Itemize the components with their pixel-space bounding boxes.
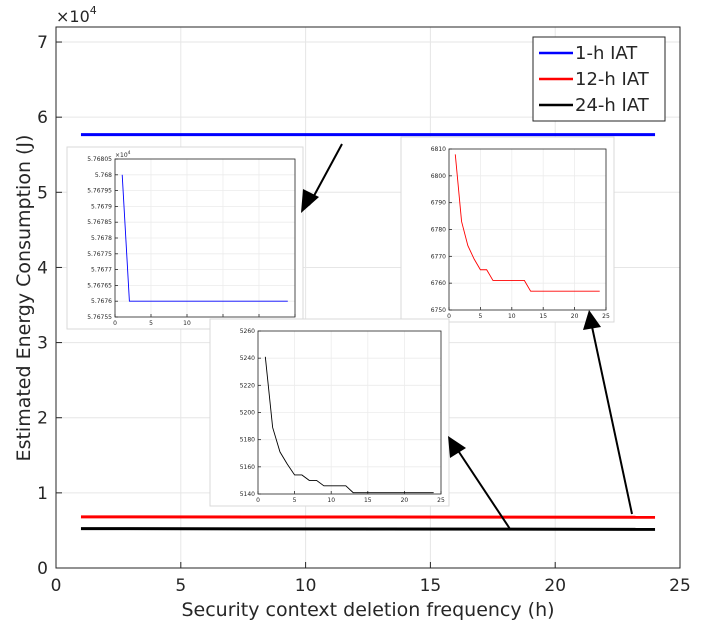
x-axis-label: Security context deletion frequency (h) — [181, 599, 554, 621]
arrow-1h-head — [301, 189, 319, 213]
inset-y-tick-label: 5.76795 — [87, 188, 112, 195]
inset-y-tick-label: 5180 — [240, 437, 255, 444]
inset-exponent-power: 4 — [128, 150, 131, 156]
inset-y-tick-label: 5.76805 — [87, 156, 112, 163]
arrow-24h-head — [448, 436, 466, 458]
y-tick-label: 1 — [37, 484, 48, 504]
inset-series-line — [121, 174, 288, 302]
inset-y-tick-label: 5140 — [240, 491, 255, 498]
inset-y-tick-label: 5.7677 — [91, 267, 112, 274]
inset-exponent-base: ×10 — [115, 152, 128, 159]
y-exponent-label: ×104 — [56, 4, 97, 26]
inset-frame — [257, 330, 442, 495]
inset-y-tick-label: 5.7678 — [91, 235, 112, 242]
legend: 1-h IAT 12-h IAT 24-h IAT — [532, 36, 666, 122]
x-tick-label: 0 — [51, 576, 62, 596]
inset-y-tick-label: 5240 — [240, 355, 255, 362]
series-line-2 — [80, 527, 656, 531]
y-axis-label: Estimated Energy Consumption (J) — [13, 135, 35, 462]
legend-label-24h: 24-h IAT — [575, 95, 650, 116]
inset-x-tick-label: 20 — [571, 313, 579, 320]
x-tick-label: 5 — [175, 576, 186, 596]
y-tick-label: 4 — [37, 258, 48, 278]
inset-1: 0 5 10 15 20 25 6750 6760 6770 6780 6790 6800 6810 — [400, 136, 615, 323]
arrow-12h — [590, 321, 633, 515]
y-tick-label: 7 — [37, 33, 48, 53]
x-tick-label: 25 — [669, 576, 691, 596]
arrow-24h — [454, 445, 511, 530]
inset-frame — [114, 158, 296, 318]
insets: 0 5 10 15 20 25 5.76755 5.7676 5.76765 5.7677 5.76… — [66, 136, 615, 507]
inset-series-line — [454, 154, 600, 292]
y-tick-label: 3 — [37, 334, 48, 354]
main-series — [80, 133, 656, 531]
inset-x-tick-label: 15 — [539, 313, 547, 320]
x-tick-label: 10 — [295, 576, 317, 596]
inset-x-tick-label: 10 — [508, 313, 516, 320]
inset-x-tick-label: 5 — [478, 313, 482, 320]
inset-y-tick-label: 5.76775 — [87, 251, 112, 258]
inset-y-tick-label: 6780 — [431, 227, 446, 234]
inset-y-tick-label: 5220 — [240, 382, 255, 389]
inset-0: 05101520255.767555.76765.767655.76775.76… — [66, 146, 304, 330]
inset-y-tick-label: 6800 — [431, 173, 446, 180]
arrow-12h-head — [583, 310, 601, 330]
inset-y-tick-label: 5.768 — [95, 172, 112, 179]
main-ticks: 0 5 10 15 20 25 0 1 2 3 4 5 6 7 — [37, 33, 691, 596]
inset-y-tick-label: 6750 — [431, 307, 446, 314]
inset-y-tick-label: 5260 — [240, 328, 255, 335]
inset-2: 0 5 10 15 20 25 5140 5160 5180 5200 5220 5240 5260 — [209, 318, 450, 507]
y-tick-label: 0 — [37, 559, 48, 579]
inset-x-tick-label: 15 — [364, 497, 372, 504]
inset-y-tick-label: 5.76785 — [87, 219, 112, 226]
y-tick-label: 5 — [37, 183, 48, 203]
inset-y-tick-label: 6810 — [431, 146, 446, 153]
inset-series-line — [264, 356, 434, 494]
x-tick-label: 15 — [420, 576, 442, 596]
inset-x-tick-label: 10 — [327, 497, 335, 504]
inset-x-tick-label: 25 — [437, 497, 445, 504]
legend-label-1h: 1-h IAT — [575, 43, 638, 64]
inset-x-tick-label: 10 — [183, 320, 191, 327]
y-tick-label: 6 — [37, 108, 48, 128]
inset-y-tick-label: 5.76765 — [87, 282, 112, 289]
inset-x-tick-label: 25 — [602, 313, 610, 320]
y-exponent-base: ×10 — [56, 7, 90, 26]
main-plot-frame — [55, 26, 681, 569]
inset-y-tick-label: 5.7679 — [91, 203, 112, 210]
inset-y-tick-label: 6760 — [431, 280, 446, 287]
y-exponent-power: 4 — [90, 4, 97, 17]
inset-x-tick-label: 20 — [401, 497, 409, 504]
inset-frame — [448, 148, 607, 311]
inset-y-tick-label: 5200 — [240, 410, 255, 417]
inset-y-tick-label: 6790 — [431, 200, 446, 207]
inset-x-tick-label: 5 — [293, 497, 297, 504]
inset-y-tick-label: 5160 — [240, 464, 255, 471]
inset-x-tick-label: 0 — [447, 313, 451, 320]
inset-y-tick-label: 5.7676 — [91, 298, 112, 305]
annotation-arrows — [301, 143, 633, 530]
inset-x-tick-label: 0 — [256, 497, 260, 504]
inset-y-tick-label: 5.76755 — [87, 314, 112, 321]
inset-x-tick-label: 0 — [113, 320, 117, 327]
inset-exponent-label: ×104 — [115, 150, 131, 159]
legend-label-12h: 12-h IAT — [575, 69, 650, 90]
inset-y-tick-label: 6770 — [431, 253, 446, 260]
x-tick-label: 20 — [544, 576, 566, 596]
y-tick-label: 2 — [37, 409, 48, 429]
inset-x-tick-label: 5 — [149, 320, 153, 327]
